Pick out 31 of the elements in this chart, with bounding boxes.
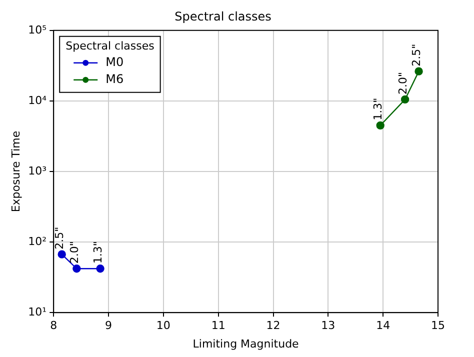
annotation: 1.3" [372, 98, 385, 120]
annotation: 2.0" [68, 241, 82, 264]
y-tick-label: 10¹ [28, 305, 47, 318]
x-tick-label: 12 [266, 319, 280, 332]
y-tick-label: 10³ [28, 164, 47, 178]
legend-title: Spectral classes [66, 39, 155, 52]
y-tick-label: 10² [28, 234, 47, 248]
x-tick-label: 15 [431, 319, 445, 332]
annotation: 2.0" [396, 72, 410, 94]
point [400, 95, 410, 104]
x-tick-label: 13 [321, 319, 336, 332]
x-tick-label: 10 [156, 319, 170, 332]
point [58, 250, 66, 258]
legend-label: M6 [106, 72, 124, 86]
x-axis-title: Limiting Magnitude [192, 337, 300, 350]
annotation: 2.5" [53, 226, 66, 250]
x-tick-label: 8 [50, 319, 58, 332]
annotation: 1.3" [92, 241, 105, 264]
legend-label: M0 [106, 55, 124, 70]
point [414, 67, 423, 76]
chart-title: Spectral classes [174, 9, 272, 24]
point [96, 264, 104, 273]
point [376, 121, 384, 130]
y-tick-label: 10⁵ [28, 23, 47, 36]
x-tick-label: 14 [376, 319, 390, 332]
y-tick-label: 10⁴ [28, 94, 48, 107]
annotation: 2.5" [410, 44, 424, 66]
x-tick-label: 9 [105, 319, 112, 332]
x-tick-label: 11 [211, 319, 226, 332]
y-axis-title: Exposure Time [9, 130, 22, 212]
point [72, 264, 81, 273]
